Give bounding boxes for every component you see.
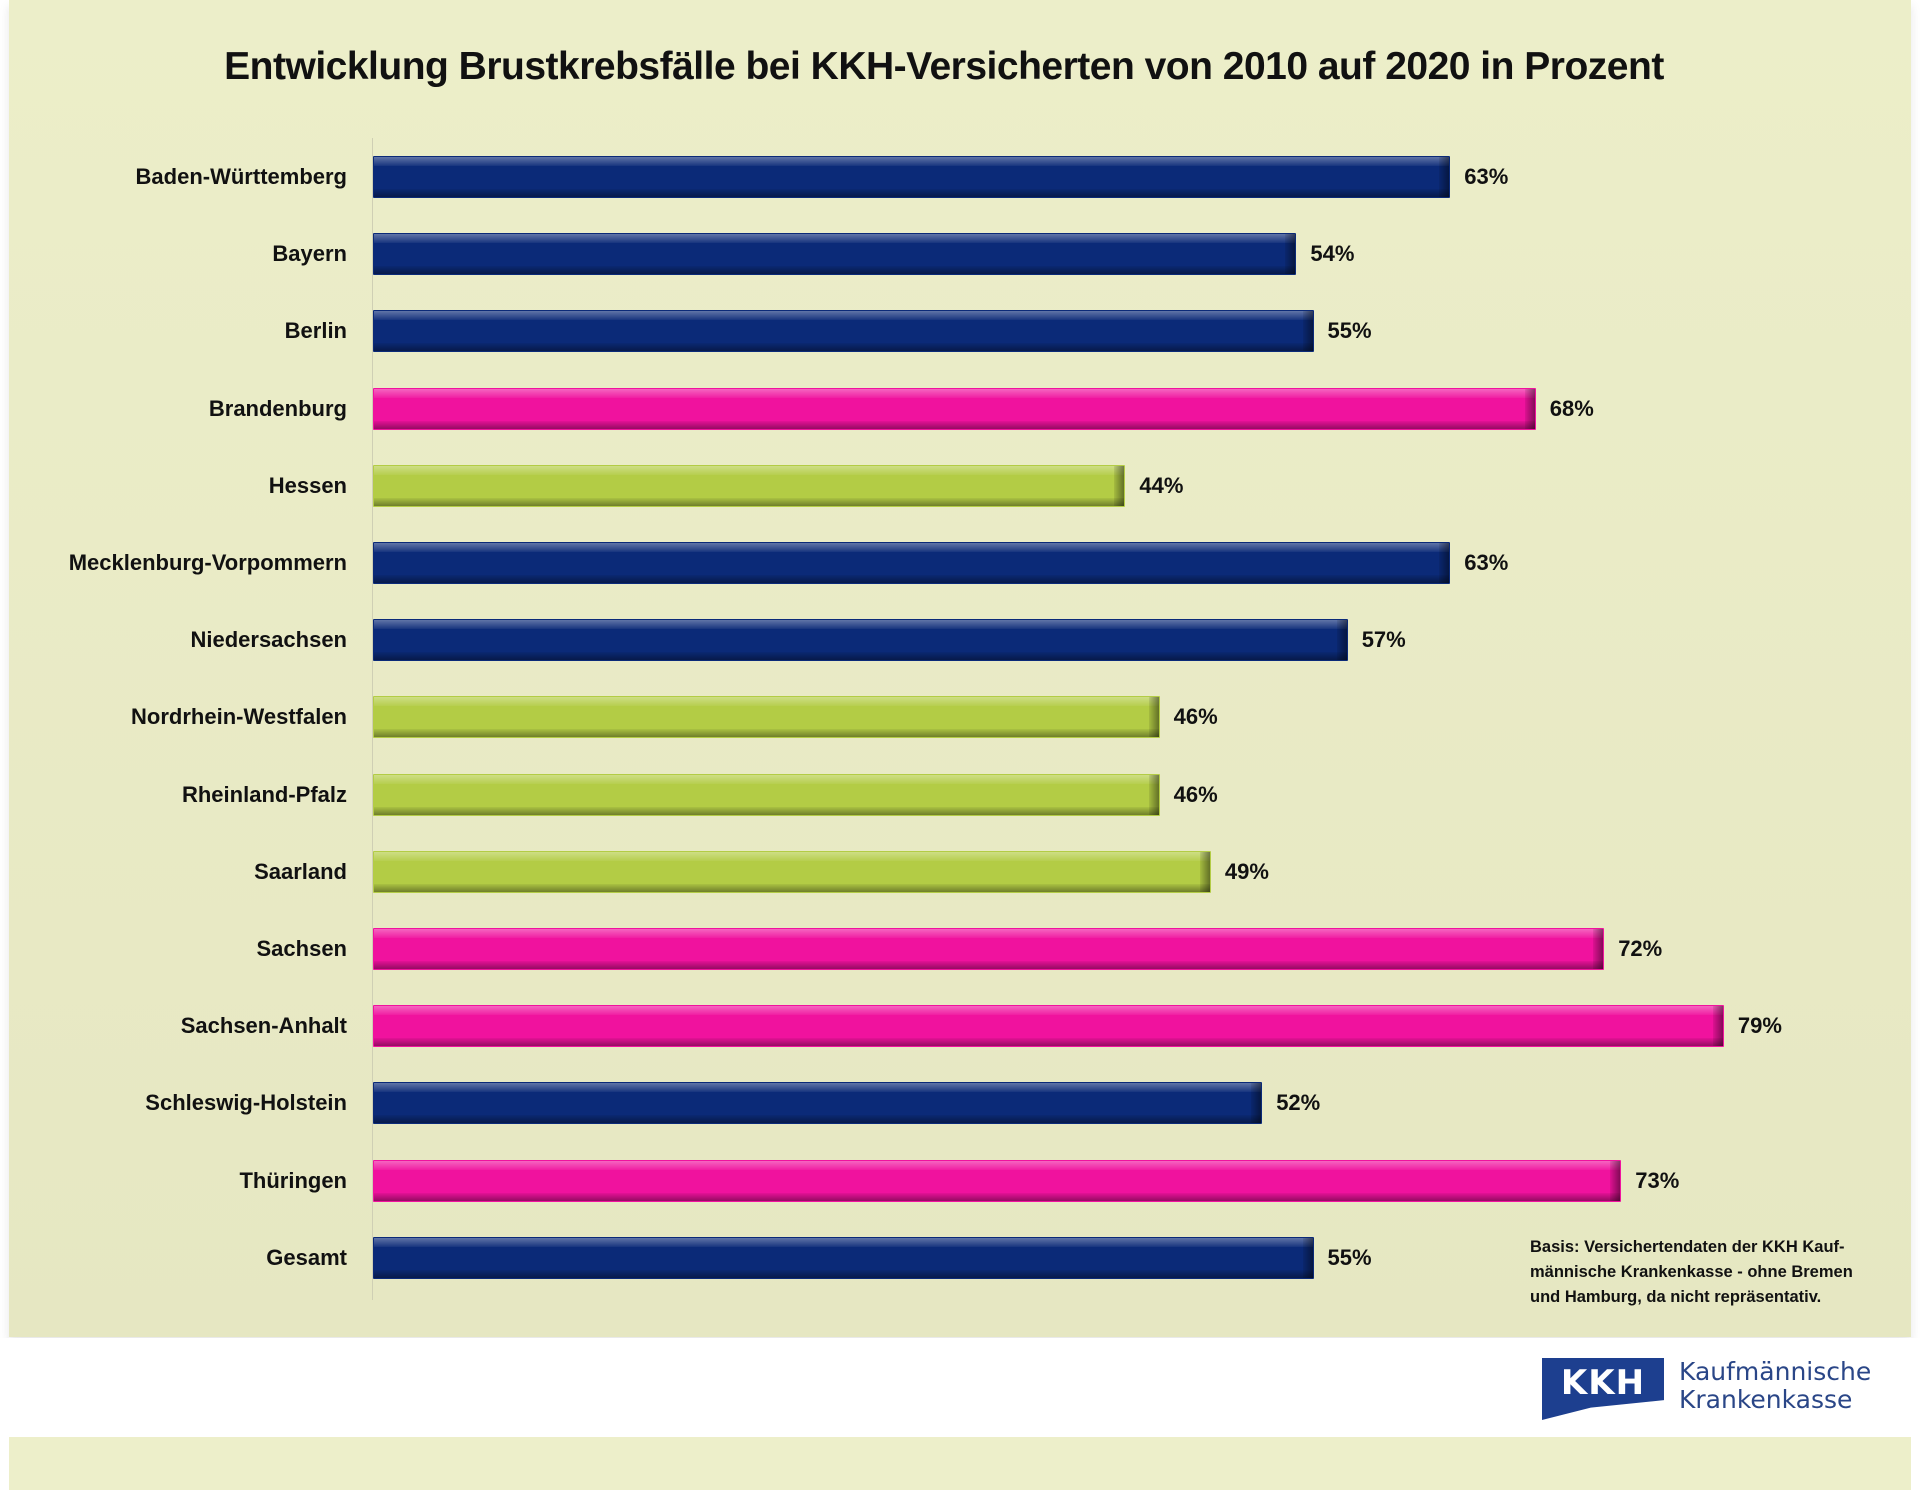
- category-label: Bayern: [272, 241, 347, 267]
- bar-pink: [373, 1005, 1724, 1048]
- bar-pink: [373, 928, 1605, 970]
- footnote-line: männische Krankenkasse - ohne Bremen: [1530, 1263, 1853, 1281]
- data-label: 52%: [1276, 1090, 1321, 1116]
- bar-bevel: [1712, 1006, 1723, 1047]
- bar-pink: [373, 1159, 1622, 1202]
- bar-green: [373, 773, 1160, 816]
- data-label: 55%: [1327, 1244, 1372, 1270]
- bar-bevel: [1148, 697, 1159, 738]
- bar-blue: [373, 233, 1297, 276]
- bar-bevel: [1285, 234, 1296, 275]
- bar-bevel: [1199, 851, 1210, 892]
- footnote: Basis: Versichertendaten der KKH Kauf- m…: [1530, 1235, 1890, 1310]
- data-label: 79%: [1737, 1013, 1782, 1039]
- category-label: Hessen: [268, 472, 347, 498]
- kkh-logo-line1: Kaufmännische: [1679, 1357, 1872, 1386]
- bar-green: [373, 696, 1160, 739]
- kkh-logo-mark-text: KKH: [1560, 1363, 1646, 1403]
- bar-blue: [373, 310, 1314, 353]
- data-label: 68%: [1549, 395, 1594, 421]
- data-label: 49%: [1224, 858, 1269, 884]
- data-label: 63%: [1464, 550, 1509, 575]
- data-label: 57%: [1361, 627, 1406, 653]
- bar-bevel: [1302, 1237, 1313, 1278]
- category-label: Gesamt: [266, 1244, 347, 1270]
- data-label: 46%: [1173, 781, 1218, 807]
- category-label: Thüringen: [239, 1167, 347, 1193]
- bar-blue: [373, 619, 1348, 662]
- bar-green: [373, 850, 1211, 893]
- footnote-line: und Hamburg, da nicht repräsentativ.: [1530, 1288, 1822, 1306]
- bar-bevel: [1251, 1083, 1262, 1124]
- category-label: Rheinland-Pfalz: [181, 781, 347, 807]
- data-label: 72%: [1618, 936, 1663, 961]
- kkh-logo-line2: Krankenkasse: [1679, 1385, 1853, 1414]
- category-label: Saarland: [254, 858, 347, 884]
- bar-bevel: [1524, 388, 1535, 429]
- bar-blue: [373, 542, 1451, 584]
- category-label: Niedersachsen: [190, 627, 347, 653]
- bar-bevel: [1439, 157, 1450, 197]
- data-label: 54%: [1310, 241, 1355, 267]
- bar-blue: [373, 156, 1451, 198]
- bar-bevel: [1439, 543, 1450, 583]
- data-label: 44%: [1139, 472, 1184, 498]
- category-label: Schleswig-Holstein: [145, 1090, 347, 1116]
- data-label: 55%: [1327, 318, 1372, 344]
- y-axis-line: [372, 138, 373, 1300]
- footnote-line: Basis: Versichertendaten der KKH Kauf-: [1530, 1238, 1845, 1256]
- bar-blue: [373, 1236, 1314, 1279]
- category-label: Sachsen-Anhalt: [180, 1013, 347, 1039]
- kkh-logo: KKH Kaufmännische Krankenkasse: [1542, 1358, 1920, 1426]
- data-label: 46%: [1173, 704, 1218, 730]
- bar-bevel: [1148, 774, 1159, 815]
- bar-bevel: [1114, 465, 1125, 506]
- bottom-band: [9, 1437, 1911, 1490]
- bar-bevel: [1302, 311, 1313, 352]
- category-label: Baden-Württemberg: [135, 164, 347, 189]
- category-label: Sachsen: [256, 936, 348, 961]
- bar-green: [373, 464, 1126, 507]
- chart-title: Entwicklung Brustkrebsfälle bei KKH-Vers…: [224, 45, 1664, 88]
- category-label: Mecklenburg-Vorpommern: [68, 550, 347, 575]
- category-label: Berlin: [284, 318, 347, 344]
- bar-bevel: [1336, 620, 1347, 661]
- category-label: Nordrhein-Westfalen: [131, 704, 347, 730]
- kkh-logo-text: Kaufmännische Krankenkasse: [1679, 1358, 1871, 1414]
- chart-panel: Entwicklung Brustkrebsfälle bei KKH-Vers…: [9, 0, 1911, 1337]
- data-label: 63%: [1464, 164, 1509, 189]
- data-label: 73%: [1635, 1167, 1680, 1193]
- bar-bevel: [1593, 929, 1604, 969]
- bar-bevel: [1610, 1160, 1621, 1201]
- bar-blue: [373, 1082, 1263, 1125]
- bar-pink: [373, 387, 1536, 430]
- kkh-logo-mark: KKH: [1542, 1358, 1664, 1420]
- category-label: Brandenburg: [208, 395, 347, 421]
